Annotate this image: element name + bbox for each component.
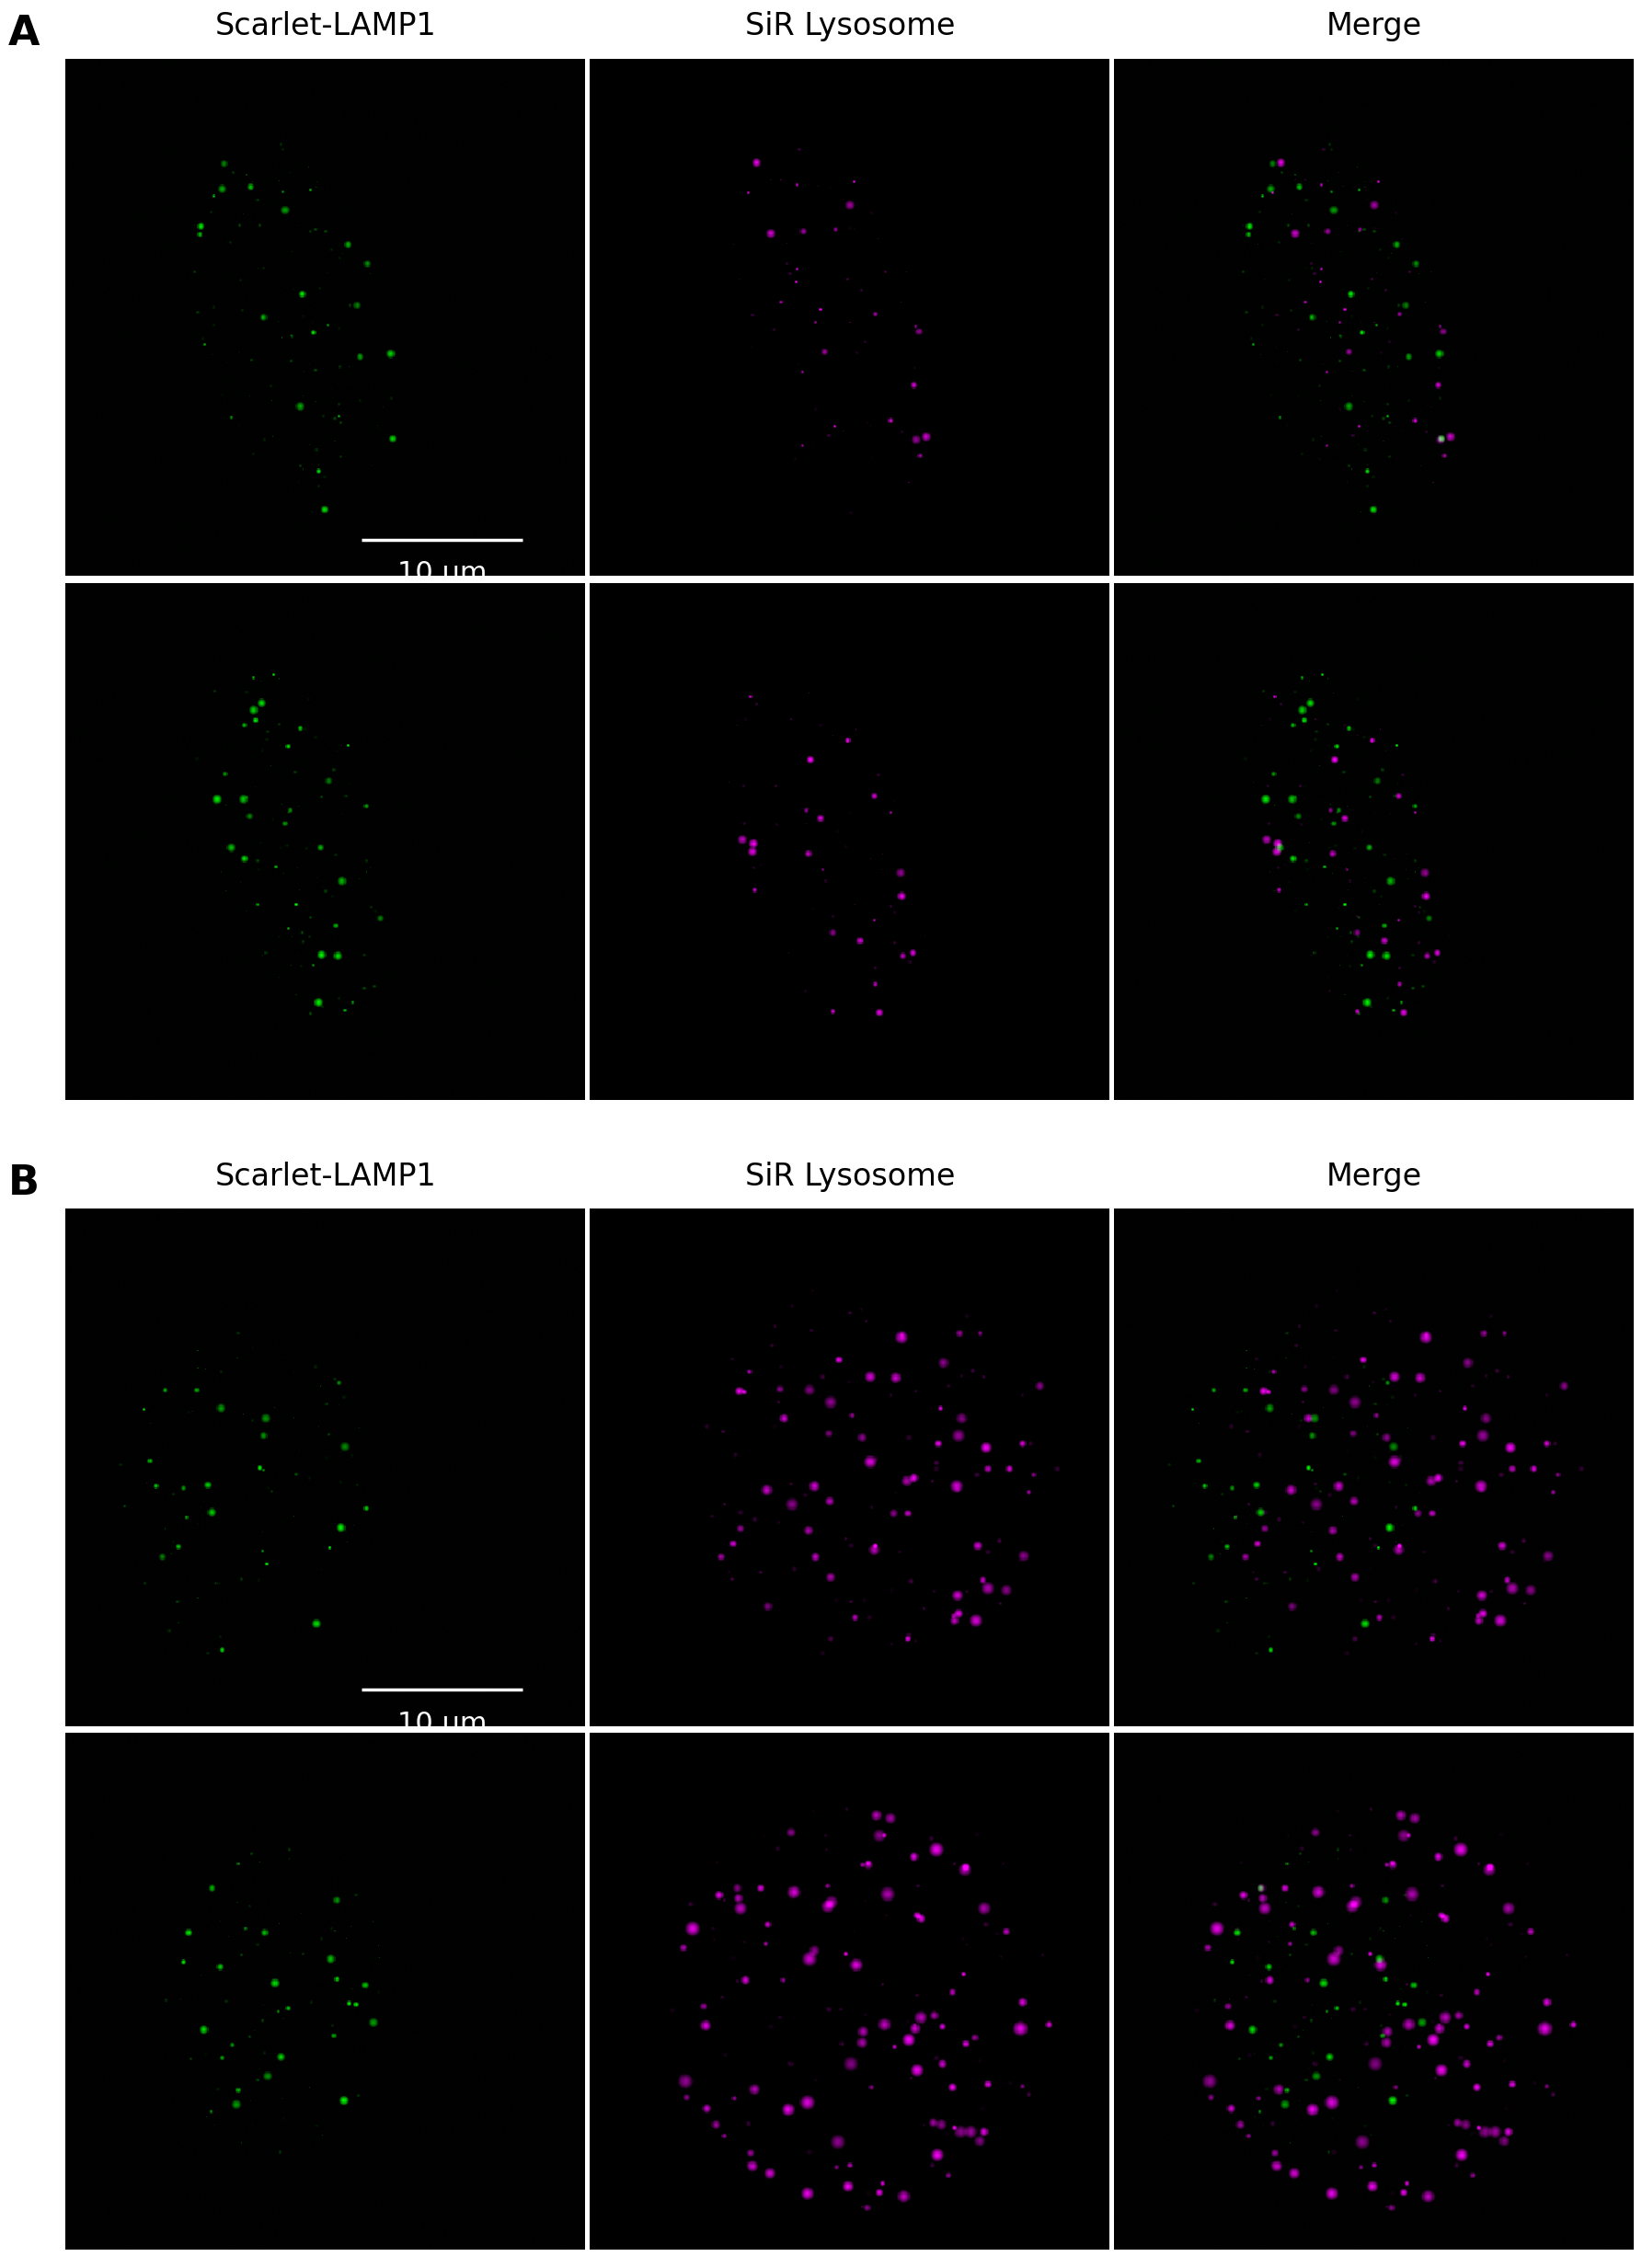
Text: Scarlet-LAMP1: Scarlet-LAMP1: [215, 11, 437, 41]
Text: B: B: [8, 1163, 39, 1202]
Text: Merge: Merge: [1327, 1161, 1422, 1191]
Text: SiR Lysosome: SiR Lysosome: [745, 1161, 954, 1191]
Text: Merge: Merge: [1327, 11, 1422, 41]
Text: A: A: [8, 14, 39, 52]
Text: SiR Lysosome: SiR Lysosome: [745, 11, 954, 41]
Text: 10 μm: 10 μm: [397, 1710, 488, 1737]
Text: 10 μm: 10 μm: [397, 560, 488, 587]
Text: Scarlet-LAMP1: Scarlet-LAMP1: [215, 1161, 437, 1191]
